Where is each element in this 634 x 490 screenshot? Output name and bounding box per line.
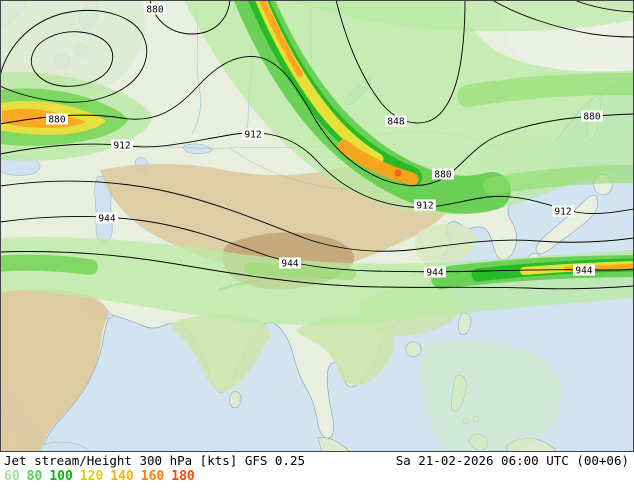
legend-value-60: 60 — [4, 469, 20, 484]
legend-value-80: 80 — [26, 469, 43, 484]
legend-value-180: 180 — [171, 469, 195, 484]
andaman-island-2 — [287, 396, 291, 400]
contour-928-main — [0, 180, 634, 252]
jet-band-main-140-lower — [337, 139, 419, 186]
contour-label: 944 — [96, 212, 118, 225]
contour-label: 944 — [573, 264, 595, 277]
contour-label: 880 — [581, 110, 603, 123]
taiwan-island — [458, 312, 472, 336]
contour-label: 944 — [424, 266, 446, 279]
jet-band-mid-80-west — [0, 254, 98, 275]
legend-value-100: 100 — [49, 469, 73, 484]
jet-band-mid-80-center — [244, 262, 356, 280]
southeast-asia-vegetation — [296, 315, 395, 386]
contour-880-top-loop — [149, 0, 231, 35]
contour-label: 848 — [385, 115, 407, 128]
arabian-desert — [0, 289, 109, 452]
map-area: 880 880 912 912 848 880 880 912 912 944 944 944 944 — [0, 0, 634, 452]
caption-row: Jet stream/Height 300 hPa [kts] GFS 0.25… — [0, 452, 634, 468]
contour-label: 912 — [414, 199, 436, 212]
svg-text:944: 944 — [98, 214, 115, 225]
weather-map: 880 880 912 912 848 880 880 912 912 944 944 944 944 — [0, 0, 634, 452]
east-china-plain — [415, 224, 477, 265]
svg-text:912: 912 — [416, 201, 433, 212]
contour-outer-low-nw — [0, 10, 148, 103]
contour-880-main — [0, 56, 634, 186]
jet-shading-layer — [0, 0, 634, 452]
legend-value-120: 120 — [79, 469, 104, 484]
sri-lanka-island — [228, 391, 242, 409]
mindanao-island — [469, 434, 489, 451]
contour-label: 912 — [552, 205, 574, 218]
svg-text:944: 944 — [281, 259, 298, 270]
contour-label: 912 — [111, 139, 133, 152]
contour-closed-low-nw — [30, 31, 114, 87]
luzon-island — [450, 374, 467, 412]
svg-text:880: 880 — [434, 170, 451, 181]
jet-east-80-north — [457, 73, 634, 107]
honshu-island — [535, 195, 598, 254]
svg-text:880: 880 — [48, 115, 65, 126]
india-vegetation — [170, 314, 270, 393]
caption-parameter: Jet stream/Height 300 hPa [kts] GFS 0.25 — [4, 453, 306, 468]
svg-text:944: 944 — [575, 266, 592, 277]
contour-ne-arc-2 — [573, 0, 634, 13]
contour-ne-arc-1 — [491, 0, 634, 38]
svg-text:944: 944 — [426, 268, 443, 279]
jet-east-80-south — [483, 165, 634, 195]
contour-label: 880 — [46, 113, 68, 126]
contour-label: 880 — [432, 168, 454, 181]
caption-valid-time: Sa 21-02-2026 06:00 UTC (00+06) — [395, 453, 629, 468]
contour-south-main — [0, 251, 634, 290]
contour-label: 912 — [242, 128, 264, 141]
contour-labels-layer: 880 880 912 912 848 880 880 912 912 944 944 944 944 — [46, 3, 603, 279]
contour-label: 880 — [144, 3, 166, 16]
svg-text:912: 912 — [244, 130, 261, 141]
jet-band-mid-60 — [0, 236, 634, 325]
legend-value-160: 160 — [140, 469, 165, 484]
lake-balkhash — [183, 143, 214, 154]
svg-text:912: 912 — [113, 141, 130, 152]
legend-value-140: 140 — [110, 469, 134, 484]
svg-text:880: 880 — [146, 5, 163, 16]
svg-text:880: 880 — [583, 112, 600, 123]
visayas-island-2 — [472, 415, 480, 423]
visayas-island — [462, 417, 470, 425]
jet-band-mid-140-east — [563, 263, 634, 272]
jet-core-160 — [394, 169, 402, 177]
wind-speed-legend: 60 80 100 120 140 160 180 — [4, 469, 202, 484]
andaman-island — [285, 386, 289, 390]
svg-text:848: 848 — [387, 117, 404, 128]
svg-text:912: 912 — [554, 207, 571, 218]
jet-band-main-140-upper — [260, 0, 303, 77]
contour-848-trough — [335, 0, 466, 124]
river — [191, 7, 202, 135]
hainan-island — [405, 341, 422, 357]
jet-patch-tropics-60 — [421, 339, 562, 452]
contour-label: 944 — [279, 257, 301, 270]
